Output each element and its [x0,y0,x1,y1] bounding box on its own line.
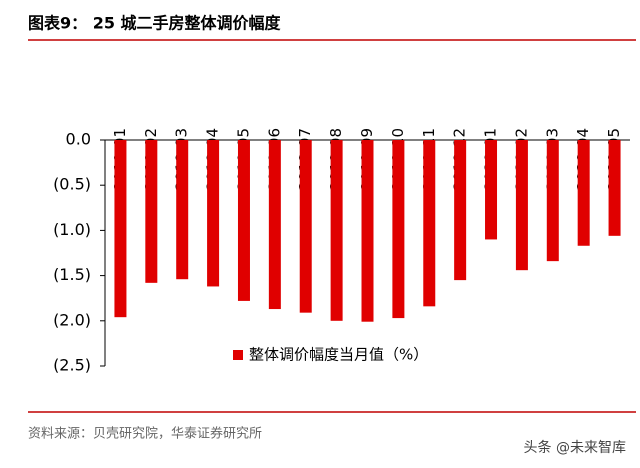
bar [423,140,436,307]
y-tick-label: 0.0 [66,130,91,149]
y-tick-label: (0.5) [53,175,91,194]
bar [268,140,281,310]
y-tick-label: (1.0) [53,220,91,239]
bar [299,140,312,313]
bar [114,140,127,318]
bar [485,140,498,240]
bar [145,140,158,283]
y-tick-label: (2.0) [53,310,91,329]
watermark: 头条 @未来智库 [524,439,626,456]
bar [608,140,621,236]
legend-swatch [233,350,243,360]
y-tick-label: (2.5) [53,356,91,375]
bar [330,140,343,321]
legend-label: 整体调价幅度当月值（%） [249,346,428,364]
bar [207,140,220,287]
bar [361,140,374,322]
source: 资料来源：贝壳研究院，华泰证券研究所 [28,426,262,442]
bar [546,140,559,262]
bar [237,140,250,301]
bar [392,140,405,319]
bar [515,140,528,271]
bar [454,140,467,281]
chart-title: 图表9： 25 城二手房整体调价幅度 [28,14,282,33]
bar [176,140,189,280]
bar [577,140,590,246]
y-tick-label: (1.5) [53,265,91,284]
